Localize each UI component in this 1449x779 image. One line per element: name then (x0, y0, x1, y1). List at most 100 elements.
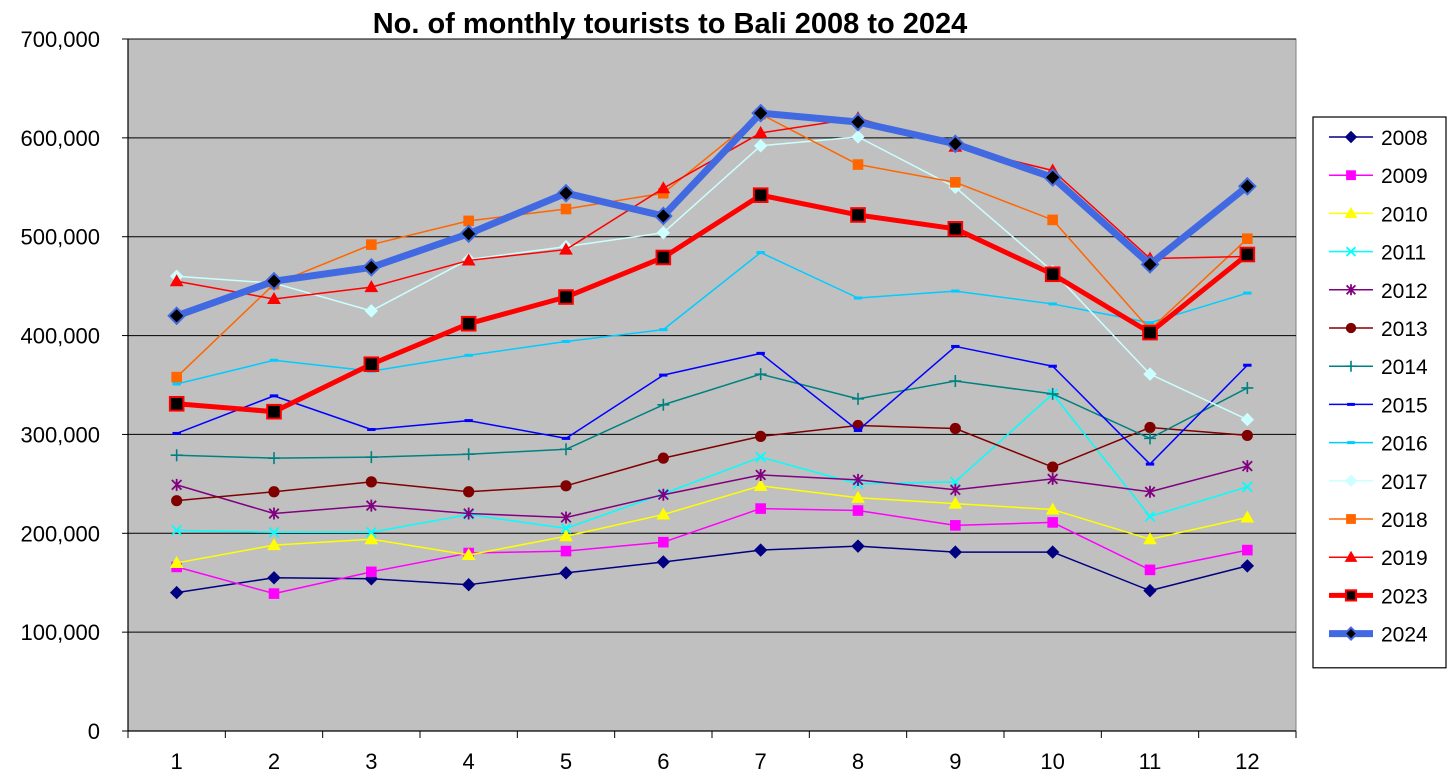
data-point-2011 (755, 451, 767, 463)
data-point-2008 (169, 585, 184, 600)
legend-label-2023: 2023 (1381, 585, 1428, 608)
legend-item-2012: 2012 (1329, 280, 1428, 303)
data-point-2009 (1242, 544, 1253, 556)
data-point-2012 (171, 478, 183, 491)
data-point-2019 (169, 274, 184, 287)
plot-background (127, 38, 1297, 732)
legend-item-2017: 2017 (1329, 471, 1428, 494)
data-point-2014 (365, 451, 378, 464)
series-2023 (168, 187, 1256, 420)
series-2015 (172, 344, 1252, 466)
data-point-2011 (171, 524, 183, 536)
x-tick-label: 6 (657, 749, 669, 774)
legend: 2008 2009 2010 2011 2012 2013 2014 2015 2016 2017… (1312, 116, 1447, 669)
x-tick-label: 9 (949, 749, 961, 774)
data-point-2012 (852, 473, 864, 486)
data-point-2008 (1045, 545, 1060, 559)
legend-marker-2013 (1345, 322, 1357, 334)
series-2012 (171, 460, 1253, 524)
data-point-2018 (560, 203, 572, 215)
data-point-2018 (366, 239, 377, 250)
legend-item-2023: 2023 (1329, 585, 1428, 608)
data-point-2008 (1143, 583, 1157, 598)
series-line-2009 (175, 507, 1249, 595)
data-point-2010 (851, 490, 865, 503)
data-point-2011 (1241, 481, 1253, 493)
data-point-2012 (560, 511, 572, 524)
x-tick-label: 2 (268, 749, 280, 774)
data-point-2024 (1043, 167, 1063, 187)
chart-title: No. of monthly tourists to Bali 2008 to … (373, 8, 968, 40)
data-point-2017 (1240, 412, 1255, 427)
legend-marker-2010 (1344, 206, 1358, 219)
data-point-2011 (365, 526, 377, 538)
legend-label-2024: 2024 (1381, 624, 1428, 647)
legend-marker-2018 (1346, 514, 1356, 524)
data-point-2017 (364, 304, 379, 318)
data-point-2012 (755, 468, 767, 481)
series-line-2016 (175, 251, 1249, 385)
data-point-2012 (1047, 472, 1059, 485)
x-tick-label: 4 (463, 749, 475, 774)
legend-marker-2009 (1346, 170, 1356, 181)
data-point-2017 (753, 139, 768, 153)
legend-label-2019: 2019 (1381, 547, 1428, 570)
data-point-2013 (560, 480, 572, 492)
y-tick-label: 100,000 (20, 620, 100, 645)
data-point-2017 (656, 226, 671, 240)
legend-label-2018: 2018 (1381, 509, 1428, 532)
legend-marker-2014 (1345, 360, 1357, 372)
data-point-2009 (755, 503, 766, 514)
x-tick-label: 12 (1235, 749, 1259, 774)
data-point-2024 (848, 112, 868, 132)
series-2024 (167, 103, 1257, 326)
data-point-2009 (658, 536, 669, 548)
data-point-2008 (656, 555, 671, 569)
legend-label-2012: 2012 (1381, 280, 1428, 303)
data-point-2011 (560, 522, 572, 534)
series-line-2018 (175, 113, 1249, 378)
legend-label-2009: 2009 (1381, 165, 1428, 188)
data-point-2010 (1240, 510, 1255, 523)
data-point-2010 (169, 555, 184, 568)
legend-label-2010: 2010 (1381, 203, 1428, 226)
series-line-2017 (175, 136, 1249, 421)
series-2010 (169, 478, 1255, 568)
data-point-2023 (947, 221, 964, 237)
series-line-2013 (175, 424, 1249, 502)
data-point-2024 (653, 206, 673, 226)
legend-item-2008: 2008 (1329, 127, 1428, 150)
data-point-2010 (656, 507, 671, 520)
data-point-2009 (1047, 517, 1058, 528)
data-point-2024 (264, 271, 284, 291)
legend-label-2015: 2015 (1381, 394, 1428, 417)
data-point-2014 (754, 368, 767, 381)
x-tick-label: 1 (171, 749, 183, 774)
data-point-2023 (1142, 324, 1158, 341)
data-point-2017 (1143, 367, 1157, 381)
data-point-2010 (461, 548, 476, 561)
data-point-2011 (949, 476, 961, 488)
data-point-2008 (559, 566, 573, 580)
legend-item-2024: 2024 (1329, 624, 1428, 647)
data-point-2019 (267, 291, 281, 304)
data-point-2018 (852, 159, 864, 170)
data-point-2008 (1240, 559, 1255, 573)
y-tick-label: 300,000 (20, 422, 100, 447)
data-point-2013 (171, 495, 183, 507)
data-point-2018 (463, 215, 474, 227)
data-point-2009 (268, 588, 280, 599)
series-2013 (171, 419, 1253, 507)
data-point-2008 (753, 543, 768, 557)
legend-item-2013: 2013 (1329, 318, 1428, 341)
legend-marker-2019 (1344, 550, 1358, 562)
data-point-2018 (950, 177, 961, 188)
data-point-2012 (949, 483, 961, 496)
legend-box (1312, 116, 1447, 669)
legend-marker-2011 (1345, 246, 1357, 257)
data-point-2024 (1237, 176, 1257, 196)
y-tick-label: 500,000 (20, 225, 100, 250)
series-line-2023 (174, 192, 1250, 415)
legend-marker-2023 (1344, 589, 1358, 602)
